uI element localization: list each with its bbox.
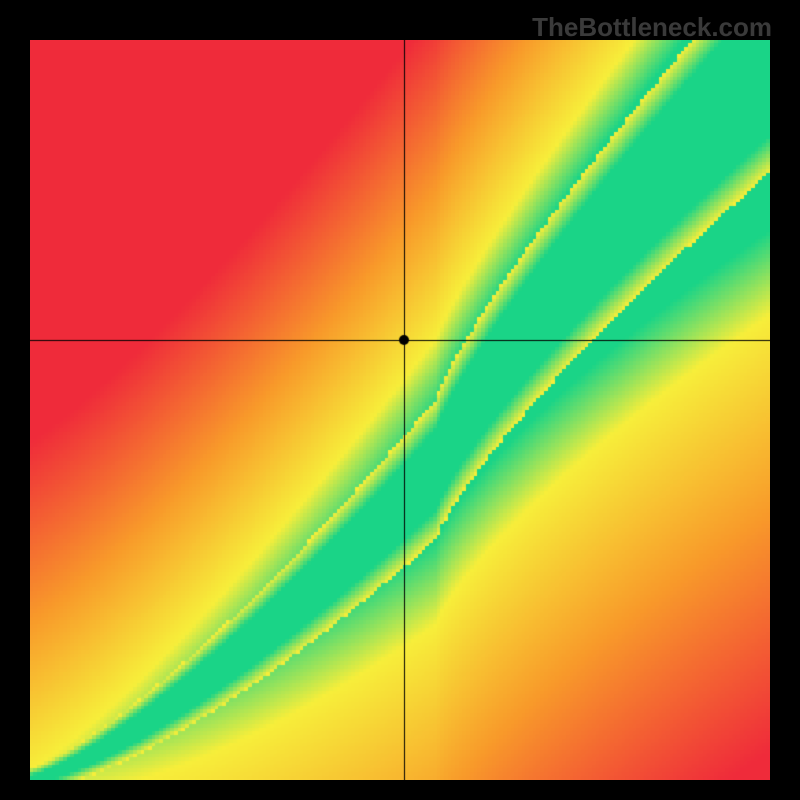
chart-container: TheBottleneck.com [0,0,800,800]
bottleneck-heatmap [30,40,770,780]
watermark-text: TheBottleneck.com [532,12,772,43]
